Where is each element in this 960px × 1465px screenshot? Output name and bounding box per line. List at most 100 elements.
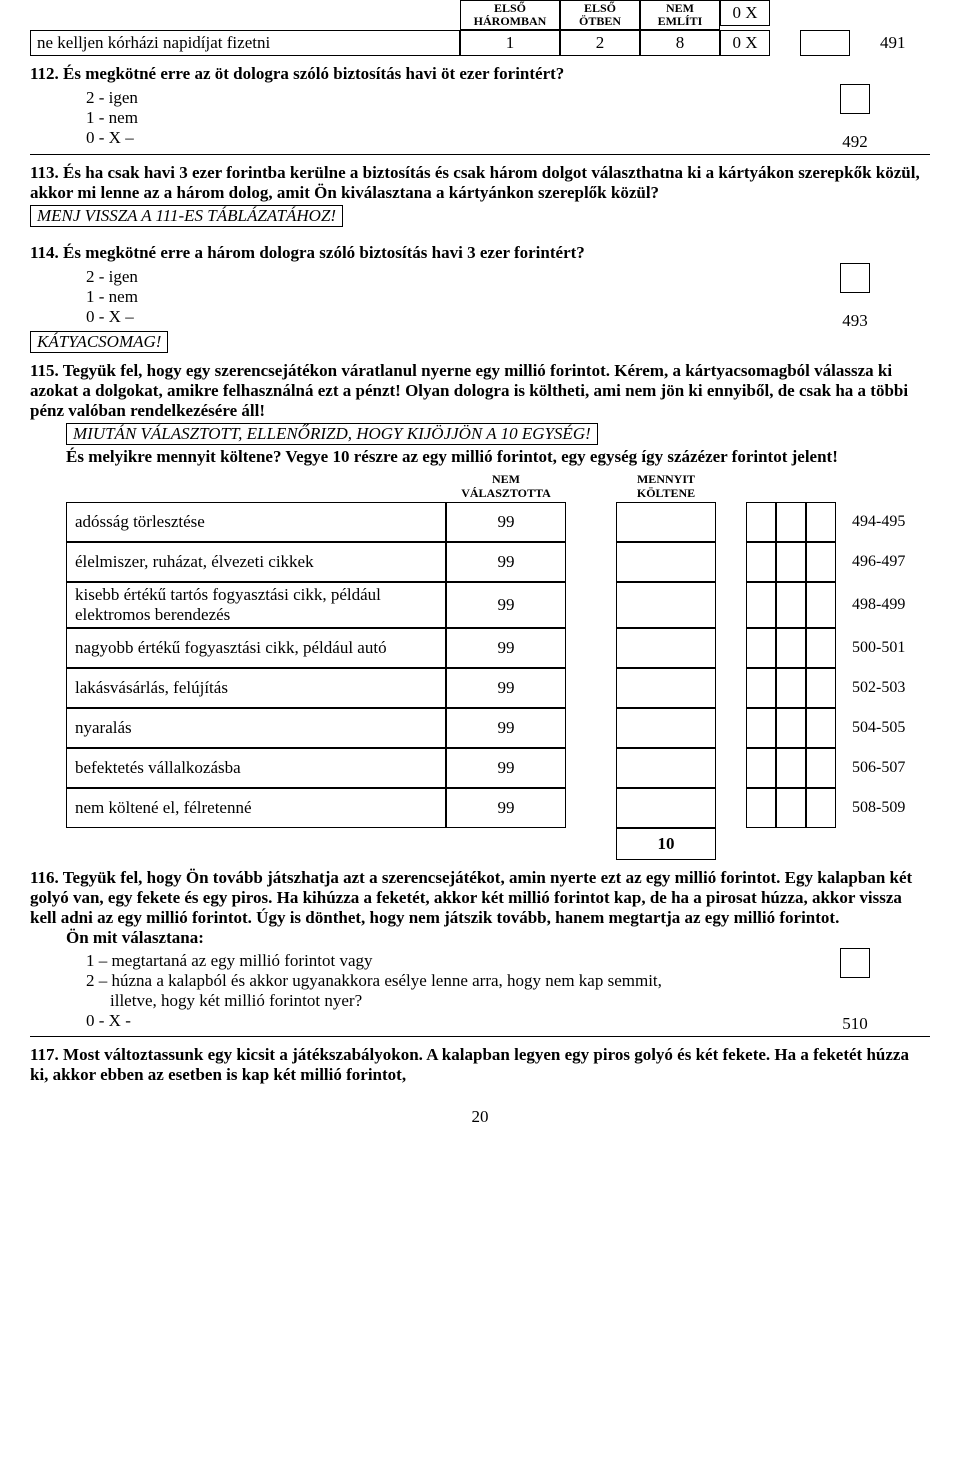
q114-answer-box[interactable] (840, 263, 870, 293)
th-elso-otben: ELSŐ ÖTBEN (560, 0, 640, 30)
spending-row: nagyobb értékű fogyasztási cikk, például… (66, 628, 930, 668)
spending-ref: 508-509 (846, 788, 906, 828)
spending-mennyit[interactable] (616, 748, 716, 788)
q112-opt-igen: 2 - igen (86, 88, 840, 108)
spending-box-b[interactable] (776, 748, 806, 788)
q115: 115. Tegyük fel, hogy egy szerencsejáték… (30, 361, 930, 859)
spending-box-b[interactable] (776, 668, 806, 708)
spending-box-a[interactable] (746, 788, 776, 828)
spending-mennyit[interactable] (616, 582, 716, 628)
spending-notchosen: 99 (446, 582, 566, 628)
spending-label: nyaralás (66, 708, 446, 748)
spending-label: lakásvásárlás, felújítás (66, 668, 446, 708)
spending-box-b[interactable] (776, 542, 806, 582)
q113: 113. És ha csak havi 3 ezer forintba ker… (30, 163, 930, 227)
spending-box-c[interactable] (806, 582, 836, 628)
spending-box-b[interactable] (776, 582, 806, 628)
spending-ref: 502-503 (846, 668, 906, 708)
q112-answer-box[interactable] (840, 84, 870, 114)
spending-box-c[interactable] (806, 748, 836, 788)
q112: 112. És megkötné erre az öt dologra szól… (30, 64, 930, 152)
spending-box-c[interactable] (806, 502, 836, 542)
q114-note: KÁTYACSOMAG! (30, 331, 168, 353)
spending-row: lakásvásárlás, felújítás99 502-503 (66, 668, 930, 708)
spending-label: nem költené el, félretenné (66, 788, 446, 828)
th-zero-x: 0 X (720, 0, 770, 26)
row-box[interactable] (800, 30, 850, 56)
q112-ref: 492 (842, 132, 868, 152)
q116-answer-box[interactable] (840, 948, 870, 978)
spending-total-row: 10 (66, 828, 930, 860)
spending-notchosen: 99 (446, 628, 566, 668)
spending-mennyit[interactable] (616, 788, 716, 828)
q115-instr: MIUTÁN VÁLASZTOTT, ELLENŐRIZD, HOGY KIJÖ… (66, 423, 598, 445)
spending-total: 10 (616, 828, 716, 860)
spending-mennyit[interactable] (616, 668, 716, 708)
spending-box-a[interactable] (746, 748, 776, 788)
spending-row: befektetés vállalkozásba99506-507 (66, 748, 930, 788)
spending-box-c[interactable] (806, 788, 836, 828)
row-ref: 491 (880, 30, 940, 56)
spending-mennyit[interactable] (616, 502, 716, 542)
page-number: 20 (30, 1087, 930, 1137)
q114: 114. És megkötné erre a három dologra sz… (30, 243, 930, 353)
q114-ref: 493 (842, 311, 868, 331)
q116-opt3: 0 - X - (86, 1011, 840, 1031)
spending-notchosen: 99 (446, 502, 566, 542)
q115-title: 115. Tegyük fel, hogy egy szerencsejáték… (30, 361, 930, 421)
q116-opt2b: illetve, hogy két millió forintot nyer? (86, 991, 840, 1011)
q112-title: 112. És megkötné erre az öt dologra szól… (30, 64, 930, 84)
q116-prompt: Ön mit választana: (30, 928, 930, 948)
spending-label: adósság törlesztése (66, 502, 446, 542)
spending-mennyit[interactable] (616, 708, 716, 748)
q114-opt-x: 0 - X – (86, 307, 840, 327)
spending-ref: 500-501 (846, 628, 906, 668)
q114-opt-nem: 1 - nem (86, 287, 840, 307)
spending-table: NEM VÁLASZTOTTA MENNYIT KÖLTENE (66, 471, 930, 501)
spending-box-a[interactable] (746, 502, 776, 542)
spending-box-a[interactable] (746, 628, 776, 668)
q114-opt-igen: 2 - igen (86, 267, 840, 287)
spending-box-a[interactable] (746, 542, 776, 582)
spending-row: nem költené el, félretenné99 508-509 (66, 788, 930, 828)
top-table: ELSŐ HÁROMBAN ELSŐ ÖTBEN NEM EMLÍTI 0 X … (30, 0, 930, 56)
spending-label: nagyobb értékű fogyasztási cikk, például… (66, 628, 446, 668)
spending-ref: 494-495 (846, 502, 906, 542)
spending-row: élelmiszer, ruházat, élvezeti cikkek9949… (66, 542, 930, 582)
spending-box-c[interactable] (806, 542, 836, 582)
spending-box-b[interactable] (776, 628, 806, 668)
spending-box-c[interactable] (806, 628, 836, 668)
spending-box-a[interactable] (746, 668, 776, 708)
spending-notchosen: 99 (446, 788, 566, 828)
spending-ref: 504-505 (846, 708, 906, 748)
spending-notchosen: 99 (446, 542, 566, 582)
spending-row: nyaralás99504-505 (66, 708, 930, 748)
spending-ref: 496-497 (846, 542, 906, 582)
spending-notchosen: 99 (446, 668, 566, 708)
q116-title: 116. Tegyük fel, hogy Ön tovább játszhat… (30, 868, 930, 928)
spending-box-a[interactable] (746, 708, 776, 748)
spending-box-c[interactable] (806, 668, 836, 708)
th-nem-emliti: NEM EMLÍTI (640, 0, 720, 30)
q116-opt2: 2 – húzna a kalapból és akkor ugyanakkor… (86, 971, 840, 991)
spending-mennyit[interactable] (616, 628, 716, 668)
row-c1: 1 (460, 30, 560, 56)
spending-row: kisebb értékű tartós fogyasztási cikk, p… (66, 582, 930, 628)
spending-box-b[interactable] (776, 788, 806, 828)
q115-sub: És melyikre mennyit költene? Vegye 10 ré… (66, 447, 930, 467)
row-c2: 2 (560, 30, 640, 56)
q113-instr: MENJ VISSZA A 111-ES TÁBLÁZATÁHOZ! (30, 205, 343, 227)
q117-title: 117. Most változtassunk egy kicsit a ját… (30, 1045, 930, 1085)
q113-title: 113. És ha csak havi 3 ezer forintba ker… (30, 163, 930, 203)
spending-box-b[interactable] (776, 708, 806, 748)
spending-box-b[interactable] (776, 502, 806, 542)
th-elso-haromban: ELSŐ HÁROMBAN (460, 0, 560, 30)
row-c4: 0 X (720, 30, 770, 56)
q117: 117. Most változtassunk egy kicsit a ját… (30, 1045, 930, 1085)
spending-box-a[interactable] (746, 582, 776, 628)
spending-box-c[interactable] (806, 708, 836, 748)
spending-ref: 506-507 (846, 748, 906, 788)
q116: 116. Tegyük fel, hogy Ön tovább játszhat… (30, 868, 930, 1034)
q112-opt-x: 0 - X – (86, 128, 840, 148)
spending-mennyit[interactable] (616, 542, 716, 582)
